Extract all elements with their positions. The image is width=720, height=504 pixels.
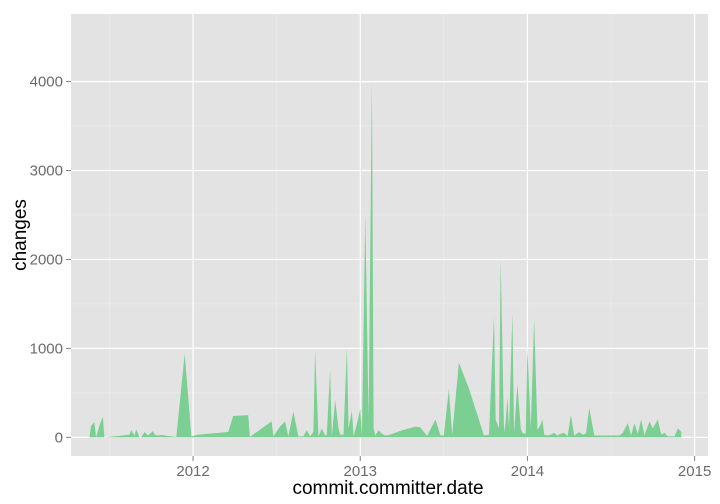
plot-panel xyxy=(71,14,708,456)
minor-grid xyxy=(71,14,708,456)
major-grid xyxy=(71,14,708,456)
y-tick-label: 4000 xyxy=(30,74,63,91)
x-tick-label: 2012 xyxy=(176,463,209,480)
y-axis-title: changes xyxy=(10,199,31,271)
series-layer xyxy=(89,81,682,438)
y-tick-label: 1000 xyxy=(30,340,63,357)
x-tick-label: 2013 xyxy=(344,463,377,480)
y-tick-label: 3000 xyxy=(30,163,63,180)
area-series-0 xyxy=(89,81,682,438)
y-tick-label: 0 xyxy=(55,429,63,446)
y-axis: 0 1000 2000 3000 4000 xyxy=(30,74,71,446)
x-axis-title: commit.committer.date xyxy=(292,478,483,499)
x-axis: 2012 2013 2014 2015 xyxy=(176,456,711,480)
x-tick-label: 2014 xyxy=(511,463,544,480)
y-tick-label: 2000 xyxy=(30,251,63,268)
x-tick-label: 2015 xyxy=(678,463,711,480)
